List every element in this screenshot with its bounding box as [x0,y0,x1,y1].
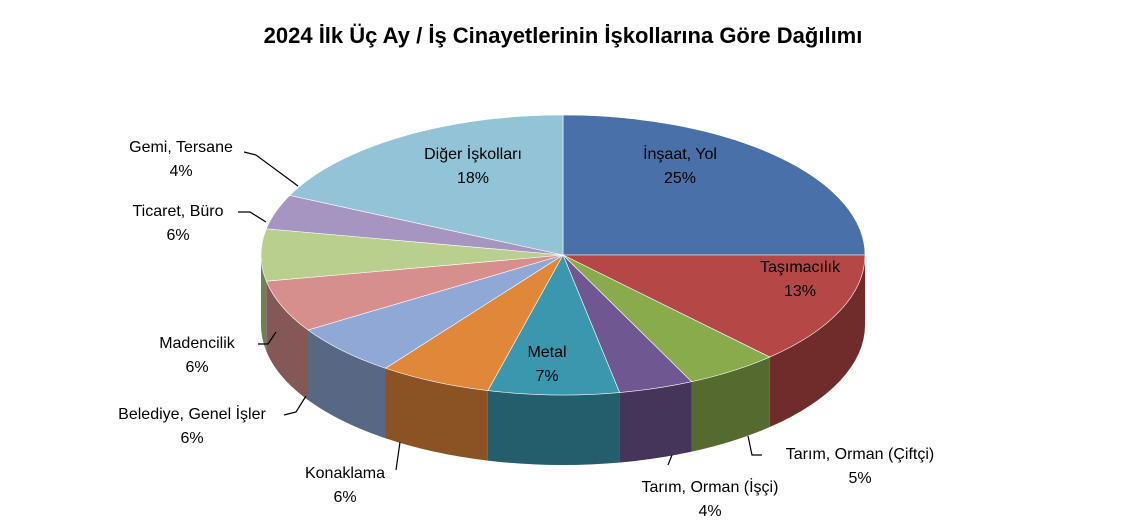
side-shade [308,330,386,439]
slice-label: Ticaret, Büro [133,203,224,220]
slice-label: Diğer İşkolları [424,144,522,163]
slice-side [308,330,386,439]
slice [289,114,564,256]
chart-title: 2024 İlk Üç Ay / İş Cinayetlerinin İşkol… [264,23,863,48]
leader-lines [238,151,762,471]
leader-line [667,454,673,466]
slice-label: Belediye, Genel İşler [118,404,266,423]
slice-label: Taşımacılık [760,259,841,276]
slice-side [261,255,267,352]
value-label: 13% [784,283,816,300]
slice-label: Tarım, Orman (Çiftçi) [786,446,934,463]
value-label: 6% [333,489,356,506]
side-shade [261,255,267,352]
leader-line [238,211,267,223]
value-label: 5% [848,470,871,487]
leader-line [258,331,277,345]
value-label: 4% [698,503,721,520]
slice [562,114,866,256]
leader-line [395,441,401,471]
leader-line [283,395,307,416]
side-shade [691,357,770,452]
value-label: 6% [180,430,203,447]
slice-side [266,281,309,401]
slice-label: Metal [527,344,566,361]
slice [487,254,621,396]
slice-label: Tarım, Orman (İşçi) [642,477,779,496]
side-shade [769,255,865,428]
slice-label: İnşaat, Yol [643,144,717,163]
side-shade [266,281,309,401]
slice-label: Madencilik [159,335,236,352]
slice-side [619,381,692,463]
value-label: 7% [535,368,558,385]
leader-line [243,151,299,187]
labels: İnşaat, Yol 25% Taşımacılık 13% Tarım, Orman… [118,139,934,520]
slice-side [769,255,865,428]
value-label: 6% [166,227,189,244]
pie [260,114,866,465]
value-label: 4% [169,163,192,180]
slice-label: Konaklama [305,465,385,482]
value-label: 25% [664,170,696,187]
value-label: 18% [457,170,489,187]
side-shade [385,368,488,461]
value-label: 6% [185,359,208,376]
leader-line [747,435,762,456]
slice-side [487,390,620,465]
slice-side [691,357,770,452]
slice-label: Gemi, Tersane [129,139,233,156]
slice [562,254,866,358]
side-shade [487,390,620,465]
side-shade [619,381,692,463]
slice-side [385,368,488,461]
